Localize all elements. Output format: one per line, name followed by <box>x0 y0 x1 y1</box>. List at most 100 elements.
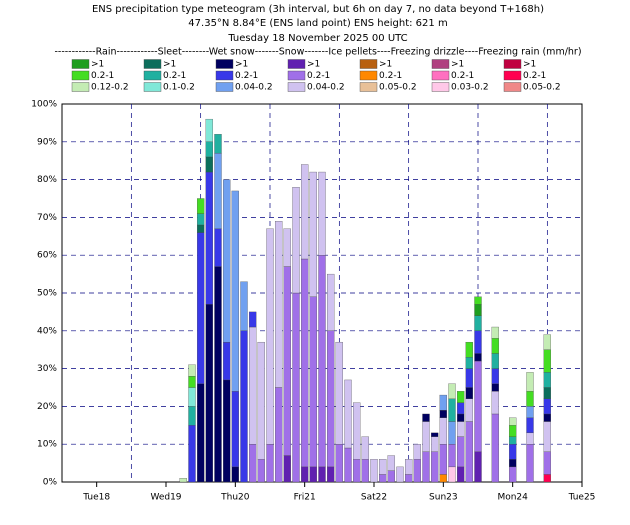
bar-segment <box>257 459 265 483</box>
legend-swatch <box>71 82 90 92</box>
bar-segment <box>266 228 274 445</box>
y-tick-label: 70% <box>37 213 57 223</box>
y-tick-label: 50% <box>37 289 57 299</box>
bar-segment <box>405 459 413 475</box>
bar-segment <box>439 417 447 445</box>
bar-segment <box>491 326 499 339</box>
bar-segment <box>223 379 231 483</box>
bar-segment <box>457 391 465 403</box>
bar-segment <box>179 478 187 483</box>
bar-segment <box>353 459 361 483</box>
bar-segment <box>474 330 482 354</box>
bar-segment <box>231 190 239 392</box>
x-tick-label: Mon24 <box>497 493 528 503</box>
x-tick-label: Tue18 <box>82 493 110 503</box>
bar-segment <box>543 398 551 415</box>
x-tick-label: Sat22 <box>361 493 387 503</box>
bar-segment <box>439 444 447 475</box>
y-tick-label: 80% <box>37 175 57 185</box>
bar-segment <box>431 451 439 483</box>
chart-subtitle: Tuesday 18 November 2025 00 UTC <box>227 33 407 44</box>
bar-segment <box>318 466 326 483</box>
bar-segment <box>405 474 413 483</box>
legend-label: 0.05-0.2 <box>523 83 561 93</box>
bar-segment <box>205 171 213 305</box>
bar-segment <box>457 466 465 483</box>
bar-segment <box>543 421 551 452</box>
x-tick-label: Thu20 <box>220 493 250 503</box>
bar-segment <box>396 466 404 483</box>
bar-segment <box>301 258 309 468</box>
legend-swatch <box>359 82 378 92</box>
x-tick-label: Sun23 <box>429 493 458 503</box>
legend-label: 0.2-1 <box>307 71 330 81</box>
legend-label: 0.2-1 <box>163 71 186 81</box>
bar-segment <box>214 266 222 483</box>
bar-segment <box>543 413 551 422</box>
legend-label: >1 <box>451 60 464 70</box>
legend-label: 0.2-1 <box>451 71 474 81</box>
x-tick-label: Wed19 <box>150 493 181 503</box>
bar-segment <box>301 466 309 483</box>
bar-segment <box>283 455 291 483</box>
bar-segment <box>474 304 482 316</box>
legend-label: 0.03-0.2 <box>451 83 489 93</box>
bar-segment <box>543 334 551 350</box>
y-tick-label: 60% <box>37 251 57 261</box>
legend-swatch <box>71 70 90 81</box>
bar-segment <box>465 421 473 483</box>
bar-segment <box>509 425 517 437</box>
bar-segment <box>327 273 335 331</box>
bar-segment <box>197 213 205 226</box>
y-tick-label: 40% <box>37 326 57 336</box>
bar-segment <box>526 391 534 407</box>
bar-segment <box>387 455 395 471</box>
bar-segment <box>249 326 257 445</box>
bar-segment <box>188 425 196 483</box>
bar-segment <box>205 156 213 173</box>
legend-swatch <box>503 82 522 92</box>
legend-swatch <box>143 82 162 92</box>
bar-segment <box>240 281 248 331</box>
bar-segment <box>509 459 517 468</box>
legend-swatch <box>215 82 234 92</box>
bar-segment <box>292 187 300 294</box>
bar-segment <box>361 459 369 483</box>
legend-label: 0.2-1 <box>523 71 546 81</box>
bar-segment <box>275 387 283 483</box>
bar-segment <box>457 402 465 415</box>
bar-segment <box>474 360 482 452</box>
legend-label: 0.04-0.2 <box>235 83 273 93</box>
legend-header: ------------Rain------------Sleet-------… <box>54 47 581 58</box>
bar-segment <box>543 474 551 483</box>
bar-segment <box>335 444 343 483</box>
bar-segment <box>379 474 387 483</box>
y-tick-label: 90% <box>37 137 57 147</box>
bar-segment <box>188 387 196 407</box>
legend-label: 0.12-0.2 <box>91 83 129 93</box>
bar-segment <box>474 451 482 483</box>
bar-segment <box>318 255 326 468</box>
bar-segment <box>448 421 456 445</box>
y-tick-label: 30% <box>37 364 57 374</box>
bar-segment <box>422 413 430 422</box>
bar-segment <box>491 338 499 354</box>
bar-segment <box>266 444 274 483</box>
bar-segment <box>361 436 369 460</box>
legend-label: >1 <box>163 60 176 70</box>
bar-segment <box>205 141 213 158</box>
legend-swatch <box>503 70 522 81</box>
legend-label: >1 <box>91 60 104 70</box>
bar-segment <box>249 444 257 483</box>
bar-segment <box>491 413 499 483</box>
bar-segment <box>509 444 517 460</box>
bar-segment <box>526 406 534 418</box>
bar-segment <box>292 292 300 483</box>
bar-segment <box>439 410 447 418</box>
legend-swatch <box>359 70 378 81</box>
bar-segment <box>465 368 473 388</box>
legend-label: >1 <box>307 60 320 70</box>
bar-segment <box>231 466 239 483</box>
bar-segment <box>448 398 456 422</box>
bar-segment <box>448 383 456 399</box>
